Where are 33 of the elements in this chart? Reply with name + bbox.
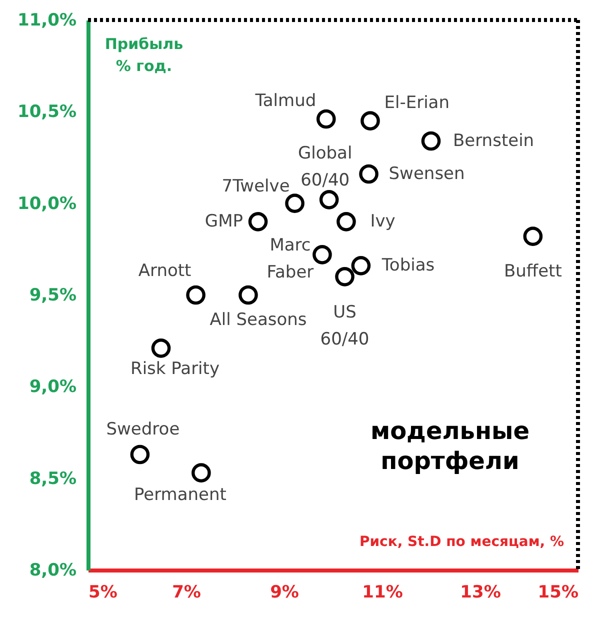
annotation: Talmud [254,91,316,111]
annotation: Swedroe [106,420,180,440]
annotation: Marc Faber [266,236,314,283]
annotation: Arnott [138,261,192,281]
annotation: 7Twelve [222,176,290,196]
annotation: Global 60/40 [298,144,352,191]
annotation: Bernstein [453,131,534,151]
x-tick-label: 11% [362,582,403,602]
y-tick-label: 9,0% [29,377,76,398]
annotation: US 60/40 [320,302,370,350]
annotation: Ivy [370,212,396,232]
x-tick-label: 5% [88,582,118,602]
y-tick-label: 10,5% [18,102,76,122]
y-tick-label: 8,0% [29,560,76,580]
y-tick-label: 10,0% [18,194,76,214]
annotation: модельные портфели [370,417,530,475]
annotation: Risk Parity [130,359,220,380]
x-tick-label: 13% [460,582,501,602]
annotation: Buffett [504,261,562,282]
y-tick-label: 11,0% [18,10,76,30]
x-tick-label: 7% [172,582,201,602]
annotation: Tobias [380,256,435,276]
x-axis-title: Риск, St.D по месяцам, % [359,534,564,550]
y-tick-label: 8,5% [29,468,76,489]
annotation: Swensen [388,164,465,184]
annotation: All Seasons [210,310,307,330]
annotation: GMP [204,212,244,232]
x-tick-label: 15% [538,582,578,602]
y-axis-title: Прибыль % год. [104,35,184,75]
annotation: El-Erian [384,92,450,113]
annotation: Permanent [134,484,227,505]
y-tick-label: 9,5% [29,286,76,306]
x-tick-label: 9% [270,582,299,602]
